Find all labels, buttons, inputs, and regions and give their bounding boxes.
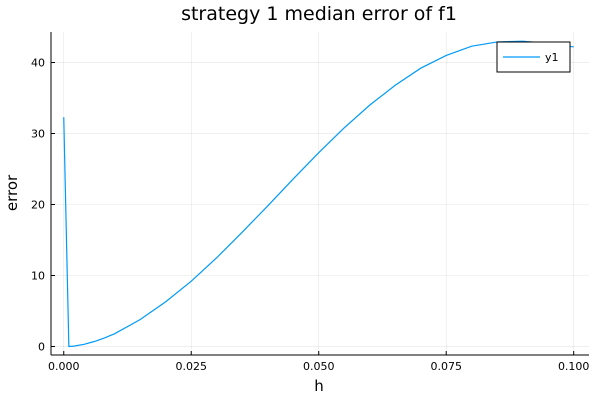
series-layer <box>63 40 574 348</box>
x-tick-label: 0.075 <box>430 360 462 373</box>
y-tick-label: 0 <box>38 340 45 353</box>
grid <box>51 32 589 355</box>
x-tick-label: 0.025 <box>175 360 207 373</box>
legend: y1 <box>496 41 571 73</box>
x-axis-label: h <box>314 377 324 395</box>
x-tick-label: 0.000 <box>48 360 80 373</box>
y-axis-ticks: 0 10 20 30 40 <box>31 57 55 353</box>
y-axis-label: error <box>3 174 21 211</box>
y-tick-label: 40 <box>31 57 45 70</box>
y-tick-label: 30 <box>31 128 45 141</box>
series-line-y1 <box>63 40 574 348</box>
chart-title: strategy 1 median error of f1 <box>181 3 457 25</box>
x-tick-label: 0.100 <box>558 360 590 373</box>
x-axis-ticks: 0.000 0.025 0.050 0.075 0.100 <box>48 351 589 373</box>
legend-label-y1: y1 <box>545 51 559 64</box>
plot-area <box>51 32 589 355</box>
x-tick-label: 0.050 <box>303 360 335 373</box>
y-tick-label: 10 <box>31 269 45 282</box>
y-tick-label: 20 <box>31 199 45 212</box>
